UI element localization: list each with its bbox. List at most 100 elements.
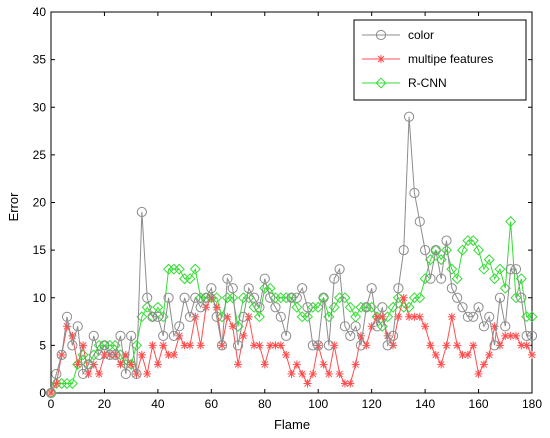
- data-point: [499, 282, 511, 294]
- data-point: [346, 379, 355, 388]
- data-point: [191, 312, 200, 321]
- data-point: [469, 341, 478, 350]
- data-point: [243, 292, 255, 304]
- data-point: [367, 322, 376, 331]
- y-tick-label: 20: [33, 196, 47, 210]
- data-point: [248, 292, 260, 303]
- data-point: [287, 369, 296, 378]
- data-point: [366, 283, 377, 294]
- x-tick-label: 20: [98, 397, 112, 411]
- data-point: [479, 360, 488, 369]
- data-point: [190, 292, 201, 303]
- data-point: [446, 263, 458, 275]
- data-point: [344, 301, 356, 313]
- data-point: [159, 341, 168, 350]
- data-point: [399, 293, 408, 302]
- data-point: [307, 340, 318, 351]
- x-tick-label: 160: [469, 397, 489, 411]
- data-point: [136, 206, 147, 218]
- data-point: [141, 301, 153, 313]
- x-tick-label: 60: [205, 397, 219, 411]
- data-point: [382, 340, 393, 351]
- data-point: [426, 341, 435, 350]
- x-tick-label: 100: [308, 397, 328, 411]
- data-point: [526, 311, 538, 323]
- data-point: [61, 311, 73, 322]
- x-tick-label: 0: [48, 397, 55, 411]
- data-point: [437, 360, 446, 369]
- data-point: [398, 301, 410, 313]
- legend-item: multipe features: [362, 52, 493, 66]
- data-point: [419, 273, 431, 285]
- data-point: [77, 368, 89, 380]
- data-point: [158, 330, 169, 341]
- data-point: [441, 235, 452, 246]
- y-tick-label: 30: [33, 100, 47, 114]
- data-point: [312, 301, 324, 313]
- data-point: [442, 341, 451, 350]
- data-point: [200, 292, 212, 303]
- series-line: [50, 116, 532, 394]
- data-point: [345, 330, 356, 341]
- data-point: [329, 273, 340, 284]
- data-point: [430, 245, 441, 256]
- data-point: [318, 292, 329, 303]
- legend-marker: [375, 77, 387, 89]
- data-point: [45, 387, 57, 399]
- data-point: [302, 311, 314, 323]
- data-point: [61, 377, 73, 389]
- data-point: [398, 245, 409, 256]
- data-point: [452, 292, 463, 303]
- y-tick-label: 10: [33, 291, 47, 305]
- data-point: [302, 302, 313, 313]
- data-point: [292, 360, 301, 369]
- data-point: [319, 360, 328, 369]
- data-point: [408, 292, 420, 304]
- data-point: [339, 321, 351, 332]
- data-point: [137, 350, 146, 359]
- data-point: [282, 350, 291, 359]
- data-point: [324, 369, 333, 378]
- data-point: [280, 292, 292, 304]
- data-point: [291, 292, 302, 303]
- data-point: [72, 321, 83, 332]
- data-point: [72, 358, 84, 370]
- data-point: [457, 244, 469, 256]
- data-point: [297, 283, 308, 294]
- data-point: [330, 341, 339, 350]
- data-point: [232, 340, 244, 351]
- legend: color multipe features R-CNN: [353, 19, 527, 101]
- data-point: [500, 321, 511, 332]
- data-point: [185, 341, 194, 350]
- data-point: [505, 216, 517, 228]
- data-point: [521, 330, 532, 341]
- data-point: [88, 330, 99, 341]
- data-point: [458, 350, 467, 359]
- data-point: [516, 292, 527, 303]
- data-point: [152, 311, 163, 322]
- data-point: [227, 292, 239, 304]
- legend-item: R-CNN: [362, 76, 447, 90]
- data-point: [104, 349, 115, 360]
- data-point: [163, 263, 175, 275]
- y-tick-label: 35: [33, 53, 47, 67]
- data-point: [494, 292, 506, 303]
- data-point: [83, 359, 94, 370]
- data-point: [143, 369, 152, 378]
- data-point: [328, 301, 340, 313]
- data-point: [506, 331, 515, 340]
- data-point: [495, 341, 504, 350]
- data-point: [147, 311, 158, 322]
- data-point: [248, 301, 260, 313]
- data-point: [120, 368, 131, 380]
- data-point: [334, 264, 345, 275]
- data-point: [478, 321, 489, 332]
- data-point: [179, 273, 191, 285]
- x-tick-label: 140: [415, 397, 435, 411]
- data-point: [528, 350, 536, 359]
- data-point: [95, 369, 104, 378]
- data-point: [355, 340, 367, 351]
- data-point: [270, 302, 281, 313]
- data-point: [206, 283, 217, 294]
